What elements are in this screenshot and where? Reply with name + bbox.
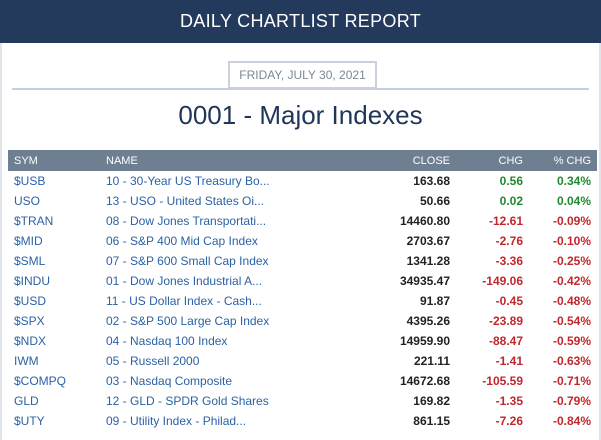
frame-left-border — [0, 43, 2, 440]
table-row[interactable]: $UTY 09 - Utility Index - Philad... 861.15… — [8, 411, 597, 431]
name-link[interactable]: 06 - S&P 400 Mid Cap Index — [106, 234, 258, 248]
table-row[interactable]: GLD 12 - GLD - SPDR Gold Shares 169.82 -1.3… — [8, 391, 597, 411]
symbol-link[interactable]: $COMPQ — [14, 374, 67, 388]
symbol-link[interactable]: $SML — [14, 254, 46, 268]
report-date: FRIDAY, JULY 30, 2021 — [228, 61, 377, 89]
change-value: 0.02 — [499, 194, 523, 208]
close-value: 1341.28 — [406, 254, 450, 268]
close-value: 91.87 — [419, 294, 450, 308]
name-link[interactable]: 03 - Nasdaq Composite — [106, 374, 233, 388]
symbol-link[interactable]: $SPX — [14, 314, 45, 328]
change-value: 0.56 — [499, 174, 523, 188]
change-value: -2.76 — [495, 234, 523, 248]
table-row[interactable]: $SML 07 - S&P 600 Small Cap Index 1341.28 -… — [8, 251, 597, 271]
close-value: 2703.67 — [406, 234, 450, 248]
symbol-link[interactable]: $TRAN — [14, 214, 54, 228]
symbol-link[interactable]: $NDX — [14, 334, 47, 348]
table-row[interactable]: $INDU 01 - Dow Jones Industrial A... 34935… — [8, 271, 597, 291]
close-value: 50.66 — [419, 194, 450, 208]
change-value: -105.59 — [482, 374, 523, 388]
close-value: 14460.80 — [399, 214, 450, 228]
close-value: 169.82 — [413, 394, 450, 408]
change-value: -7.26 — [495, 414, 523, 428]
report-header: DAILY CHARTLIST REPORT — [0, 0, 601, 43]
name-link[interactable]: 12 - GLD - SPDR Gold Shares — [106, 394, 269, 408]
page-title: 0001 - Major Indexes — [178, 100, 423, 130]
name-link[interactable]: 13 - USO - United States Oi... — [106, 194, 265, 208]
frame-right-border — [599, 43, 601, 440]
percent-change-value: -0.84% — [552, 414, 591, 428]
name-link[interactable]: 04 - Nasdaq 100 Index — [106, 334, 228, 348]
close-value: 221.11 — [413, 354, 450, 368]
name-link[interactable]: 01 - Dow Jones Industrial A... — [106, 274, 263, 288]
percent-change-value: -0.79% — [552, 394, 591, 408]
column-header-sym[interactable]: SYM — [14, 154, 38, 167]
table-row[interactable]: USO 13 - USO - United States Oi... 50.66 0.… — [8, 191, 597, 211]
percent-change-value: -0.42% — [552, 274, 591, 288]
table-header-row: SYM NAME CLOSE CHG % CHG — [8, 150, 597, 171]
report-title: DAILY CHARTLIST REPORT — [179, 11, 421, 31]
close-value: 4395.26 — [406, 314, 450, 328]
percent-change-value: -0.25% — [552, 254, 591, 268]
percent-change-value: -0.59% — [552, 334, 591, 348]
table-row[interactable]: $TRAN 08 - Dow Jones Transportati... 14460… — [8, 211, 597, 231]
percent-change-value: 0.04% — [556, 194, 591, 208]
percent-change-value: -0.09% — [552, 214, 591, 228]
close-value: 163.68 — [413, 174, 450, 188]
symbol-link[interactable]: USO — [14, 194, 41, 208]
table-row[interactable]: $MID 06 - S&P 400 Mid Cap Index 2703.67 -2.… — [8, 231, 597, 251]
name-link[interactable]: 11 - US Dollar Index - Cash... — [106, 294, 262, 308]
table-row[interactable]: $SPX 02 - S&P 500 Large Cap Index 4395.26 -… — [8, 311, 597, 331]
percent-change-value: -0.48% — [552, 294, 591, 308]
change-value: -1.35 — [495, 394, 523, 408]
name-link[interactable]: 07 - S&P 600 Small Cap Index — [106, 254, 269, 268]
symbol-link[interactable]: $USB — [14, 174, 46, 188]
change-value: -23.89 — [488, 314, 523, 328]
table-row[interactable]: $USD 11 - US Dollar Index - Cash... 91.87 -… — [8, 291, 597, 311]
table-row[interactable]: $COMPQ 03 - Nasdaq Composite 14672.68 -105.… — [8, 371, 597, 391]
change-value: -149.06 — [482, 274, 523, 288]
table-row[interactable]: $USB 10 - 30-Year US Treasury Bo... 163.68… — [8, 171, 597, 191]
change-value: -0.45 — [495, 294, 523, 308]
symbol-link[interactable]: IWM — [14, 354, 39, 368]
chartlist-table: SYM NAME CLOSE CHG % CHG $USB 10 - 30-Yea… — [8, 150, 597, 431]
percent-change-value: 0.34% — [556, 174, 591, 188]
chartlist-table-container: SYM NAME CLOSE CHG % CHG $USB 10 - 30-Yea… — [8, 150, 597, 431]
symbol-link[interactable]: $UTY — [14, 414, 45, 428]
table-row[interactable]: IWM 05 - Russell 2000 221.11 -1.41 -0.63% — [8, 351, 597, 371]
symbol-link[interactable]: GLD — [14, 394, 39, 408]
column-header-close[interactable]: CLOSE — [412, 154, 450, 167]
name-link[interactable]: 02 - S&P 500 Large Cap Index — [106, 314, 270, 328]
table-row[interactable]: $NDX 04 - Nasdaq 100 Index 14959.90 -88.47 -… — [8, 331, 597, 351]
close-value: 34935.47 — [399, 274, 450, 288]
name-link[interactable]: 10 - 30-Year US Treasury Bo... — [106, 174, 270, 188]
column-header-chg[interactable]: CHG — [498, 154, 523, 167]
symbol-link[interactable]: $INDU — [14, 274, 51, 288]
change-value: -12.61 — [488, 214, 523, 228]
percent-change-value: -0.71% — [552, 374, 591, 388]
percent-change-value: -0.54% — [552, 314, 591, 328]
column-header-name[interactable]: NAME — [106, 154, 138, 167]
change-value: -88.47 — [488, 334, 523, 348]
percent-change-value: -0.10% — [552, 234, 591, 248]
date-divider — [12, 88, 589, 90]
change-value: -3.36 — [495, 254, 523, 268]
name-link[interactable]: 08 - Dow Jones Transportati... — [106, 214, 267, 228]
change-value: -1.41 — [495, 354, 523, 368]
table-body: $USB 10 - 30-Year US Treasury Bo... 163.68… — [8, 171, 597, 431]
symbol-link[interactable]: $USD — [14, 294, 47, 308]
percent-change-value: -0.63% — [552, 354, 591, 368]
name-link[interactable]: 09 - Utility Index - Philad... — [106, 414, 247, 428]
name-link[interactable]: 05 - Russell 2000 — [106, 354, 200, 368]
close-value: 14959.90 — [399, 334, 450, 348]
column-header-pct-chg[interactable]: % CHG — [553, 154, 591, 167]
symbol-link[interactable]: $MID — [14, 234, 43, 248]
close-value: 861.15 — [413, 414, 450, 428]
close-value: 14672.68 — [399, 374, 450, 388]
